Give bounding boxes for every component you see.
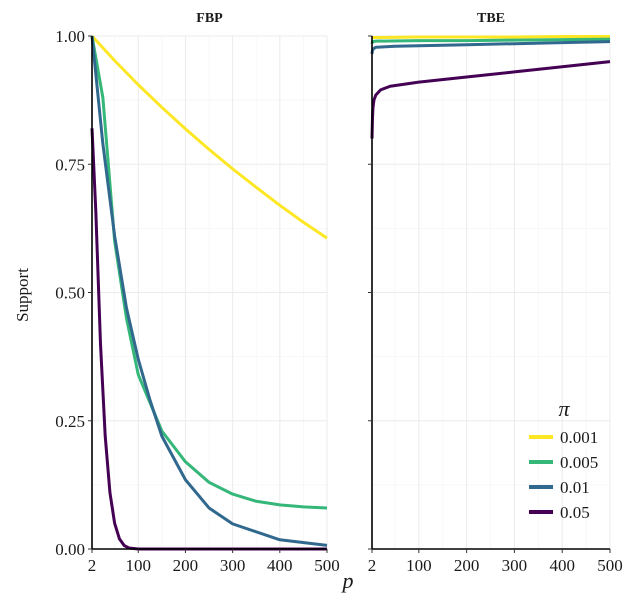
y-tick-label: 0.25 (55, 412, 85, 431)
legend-label: 0.005 (560, 453, 598, 472)
panel-fbp: FBP 2 100 200 300 400 500 0.00 0.25 0.50 0.75 1.00 (55, 11, 340, 575)
series-line-0.05 (370, 60, 611, 139)
x-tick-label: 300 (220, 556, 246, 575)
legend-label: 0.001 (560, 428, 598, 447)
y-tick-label: 1.00 (55, 27, 85, 46)
panel-title: FBP (196, 11, 223, 26)
legend-title: π (558, 396, 570, 421)
x-tick-label: 300 (502, 556, 528, 575)
legend-label: 0.05 (560, 503, 590, 522)
x-tick-label: 200 (454, 556, 480, 575)
x-tick-label: 400 (267, 556, 293, 575)
x-tick-label: 2 (368, 556, 377, 575)
series-line-0.05 (90, 128, 327, 551)
series-line-0.001 (90, 34, 328, 240)
x-tick-label: 2 (88, 556, 97, 575)
legend-label: 0.01 (560, 478, 590, 497)
series-line-0.001 (370, 35, 610, 40)
panel-tbe: TBE 2 100 200 300 400 500 (368, 11, 623, 575)
series-line-0.01 (90, 35, 328, 547)
series-line-0.005 (90, 35, 328, 510)
x-tick-label: 500 (597, 556, 623, 575)
legend: π 0.001 0.005 0.01 0.05 (529, 396, 598, 522)
series-line-0.01 (370, 40, 611, 55)
x-tick-label: 200 (173, 556, 199, 575)
y-tick-label: 0.75 (55, 155, 85, 174)
panel-title: TBE (477, 11, 505, 26)
x-tick-label: 100 (406, 556, 432, 575)
y-tick-label: 0.00 (55, 540, 85, 559)
x-tick-label: 100 (125, 556, 151, 575)
y-tick-label: 0.50 (55, 284, 85, 303)
x-tick-label: 500 (314, 556, 340, 575)
x-axis-title: p (341, 568, 354, 593)
series-line-0.005 (370, 37, 611, 45)
x-tick-label: 400 (549, 556, 575, 575)
y-axis-title: Support (13, 268, 32, 322)
